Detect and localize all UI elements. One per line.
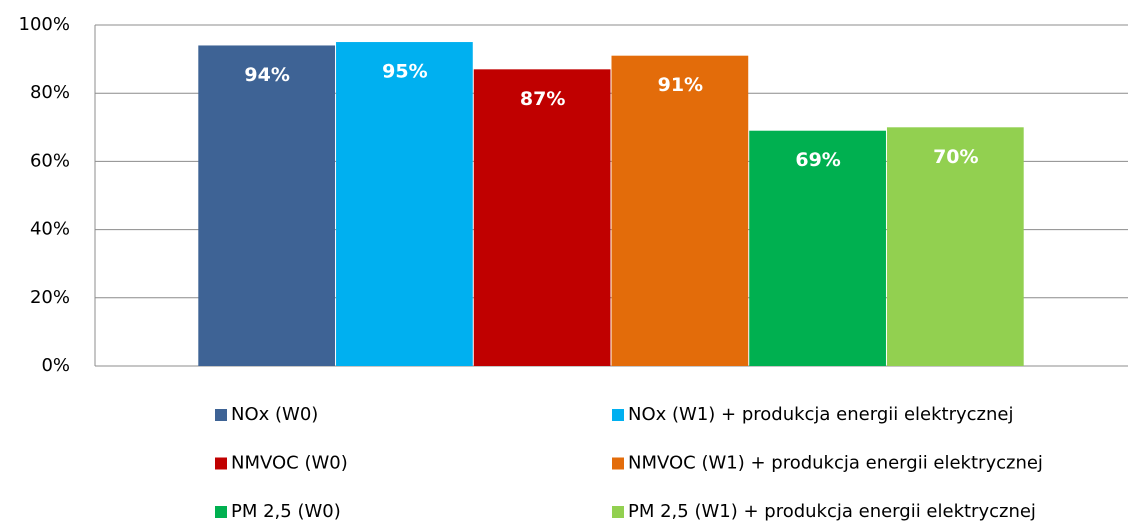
y-tick-label: 40% xyxy=(30,219,70,240)
legend-swatch xyxy=(612,506,624,518)
y-tick-label: 80% xyxy=(30,82,70,103)
legend-swatch xyxy=(215,457,227,470)
bar xyxy=(611,55,749,366)
value-label: 91% xyxy=(658,74,703,96)
bar xyxy=(749,130,886,366)
bar xyxy=(336,42,473,367)
legend-swatch xyxy=(215,409,227,421)
y-tick-label: 100% xyxy=(19,14,70,35)
y-tick-label: 60% xyxy=(30,150,70,171)
bar xyxy=(198,45,336,367)
legend-label: NOx (W1) + produkcja energii elektryczne… xyxy=(628,404,1013,425)
y-tick-label: 0% xyxy=(41,355,70,376)
bar xyxy=(886,127,1024,366)
legend-label: NMVOC (W0) xyxy=(231,453,348,474)
legend-label: NOx (W0) xyxy=(231,404,318,425)
legend-label: PM 2,5 (W1) + produkcja energii elektryc… xyxy=(628,501,1036,522)
value-label: 94% xyxy=(244,64,289,86)
value-label: 70% xyxy=(933,146,978,168)
y-tick-label: 20% xyxy=(30,287,70,308)
legend-swatch xyxy=(612,457,624,470)
bar xyxy=(473,69,611,366)
legend-label: NMVOC (W1) + produkcja energii elektrycz… xyxy=(628,453,1043,474)
legend-label: PM 2,5 (W0) xyxy=(231,501,341,522)
legend-swatch xyxy=(612,409,624,421)
value-label: 69% xyxy=(795,149,840,171)
legend-swatch xyxy=(215,506,227,518)
value-label: 87% xyxy=(520,88,565,110)
value-label: 95% xyxy=(382,61,427,83)
